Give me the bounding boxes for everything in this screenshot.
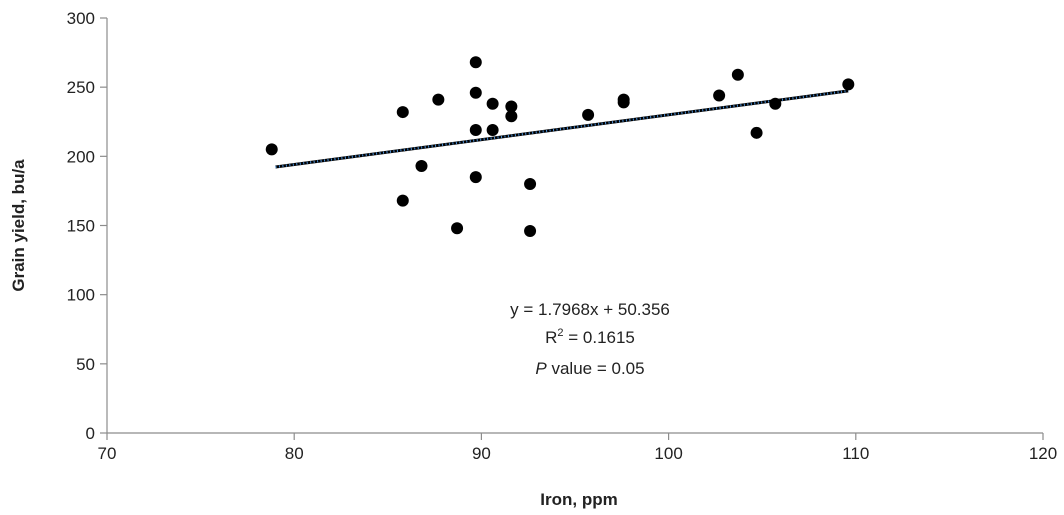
data-point: [469, 171, 482, 184]
r2-prefix: R: [545, 328, 557, 347]
x-tick-label: 70: [98, 444, 117, 463]
data-point: [486, 97, 499, 110]
x-ticks: 70 80 90 100 110 120: [98, 433, 1057, 463]
data-point: [617, 96, 630, 109]
data-point: [396, 106, 409, 119]
y-tick-label: 0: [86, 424, 95, 443]
y-tick-label: 200: [67, 147, 95, 166]
x-axis-label: Iron, ppm: [540, 490, 617, 509]
p-value-text: P value = 0.05: [535, 359, 644, 378]
data-point: [505, 100, 518, 113]
data-points: [265, 56, 855, 238]
data-point: [713, 89, 726, 102]
data-point: [469, 86, 482, 99]
y-tick-label: 150: [67, 217, 95, 236]
r-squared-text: R2 = 0.1615: [545, 327, 635, 347]
data-point: [469, 56, 482, 69]
p-rest: value = 0.05: [547, 359, 645, 378]
data-point: [396, 194, 409, 207]
y-tick-label: 50: [76, 355, 95, 374]
y-axis-label: Grain yield, bu/a: [9, 159, 28, 292]
y-tick-label: 300: [67, 9, 95, 28]
x-tick-label: 80: [285, 444, 304, 463]
p-italic: P: [535, 359, 547, 378]
data-point: [432, 93, 445, 106]
data-point: [582, 108, 595, 121]
data-point: [415, 160, 428, 173]
data-point: [451, 222, 464, 235]
y-ticks: 0 50 100 150 200 250 300: [67, 9, 107, 443]
r2-superscript: 2: [557, 327, 563, 339]
x-tick-label: 110: [842, 444, 869, 463]
equation-text: y = 1.7968x + 50.356: [510, 300, 670, 319]
data-point: [469, 124, 482, 137]
regression-annotations: y = 1.7968x + 50.356 R2 = 0.1615 P value…: [510, 300, 670, 378]
data-point: [842, 78, 855, 91]
trendline: [275, 89, 849, 169]
data-point: [505, 110, 518, 123]
trendline-base: [275, 89, 849, 169]
r2-value: = 0.1615: [564, 328, 635, 347]
x-tick-label: 90: [472, 444, 491, 463]
data-point: [731, 68, 744, 81]
data-point: [524, 178, 537, 190]
data-point: [486, 124, 499, 137]
data-point: [265, 143, 278, 156]
x-tick-label: 120: [1029, 444, 1057, 463]
x-tick-label: 100: [654, 444, 682, 463]
y-tick-label: 250: [67, 78, 95, 97]
y-tick-label: 100: [67, 286, 95, 305]
data-point: [750, 126, 763, 139]
data-point: [524, 225, 537, 238]
data-point: [769, 97, 782, 110]
